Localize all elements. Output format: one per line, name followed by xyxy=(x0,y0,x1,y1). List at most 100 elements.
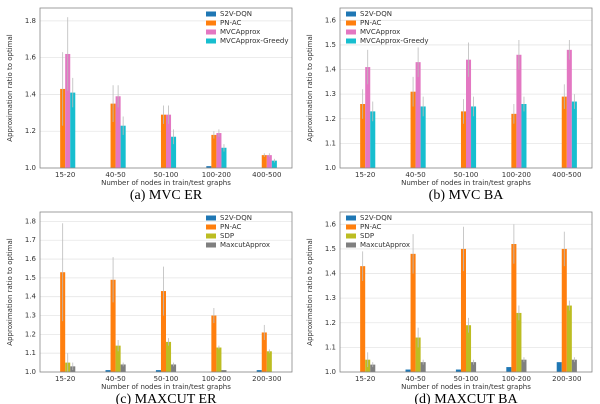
legend-label: PN-AC xyxy=(360,223,381,231)
bar xyxy=(511,244,517,372)
bar xyxy=(571,359,577,372)
x-axis-label: Number of nodes in train/test graphs xyxy=(101,179,231,187)
bar xyxy=(115,345,121,372)
y-tick-label: 1.2 xyxy=(25,127,36,135)
x-tick-label: 100-200 xyxy=(502,171,531,179)
bar xyxy=(370,111,376,168)
bar xyxy=(365,67,371,168)
y-tick-label: 1.4 xyxy=(325,66,337,74)
legend-swatch xyxy=(206,38,216,44)
legend-label: S2V-DQN xyxy=(220,214,252,222)
bar xyxy=(221,147,227,168)
y-tick-label: 1.3 xyxy=(325,294,336,302)
y-tick-label: 1.6 xyxy=(25,255,37,263)
bar xyxy=(266,155,272,168)
legend-label: MVCApprox-Greedy xyxy=(220,37,288,45)
bar xyxy=(211,134,217,168)
y-tick-label: 1.2 xyxy=(25,330,36,338)
legend-label: S2V-DQN xyxy=(220,10,252,18)
bar xyxy=(511,113,517,168)
legend-label: MaxcutApprox xyxy=(360,241,410,249)
y-axis-label: Approximation ratio to optimal xyxy=(6,238,14,345)
x-tick-label: 100-200 xyxy=(202,375,231,383)
bar xyxy=(221,370,227,372)
legend-swatch xyxy=(346,38,356,44)
bar xyxy=(271,160,277,168)
x-axis-label: Number of nodes in train/test graphs xyxy=(401,383,531,391)
bar xyxy=(216,133,222,168)
bar xyxy=(420,362,426,372)
x-tick-label: 40-50 xyxy=(105,375,125,383)
legend-swatch xyxy=(206,233,216,239)
caption: (c) MAXCUT ER xyxy=(116,392,218,404)
bar xyxy=(455,369,461,372)
legend-swatch xyxy=(346,11,356,17)
bar xyxy=(60,272,66,372)
bar xyxy=(70,92,76,168)
legend-label: SDP xyxy=(360,232,374,240)
bar xyxy=(561,96,567,168)
bar xyxy=(566,49,572,168)
y-tick-label: 1.7 xyxy=(25,236,36,244)
x-axis-label: Number of nodes in train/test graphs xyxy=(101,383,231,391)
bar xyxy=(160,291,166,372)
y-tick-label: 1.0 xyxy=(25,164,36,172)
legend-swatch xyxy=(206,224,216,230)
legend-label: MaxcutApprox xyxy=(220,241,270,249)
y-tick-label: 1.0 xyxy=(325,368,336,376)
bar xyxy=(65,53,71,168)
x-tick-label: 100-200 xyxy=(202,171,231,179)
legend-label: PN-AC xyxy=(360,19,381,27)
axes-frame xyxy=(39,7,293,169)
bar xyxy=(115,96,121,168)
bar xyxy=(506,367,512,372)
x-tick-label: 200-300 xyxy=(252,375,281,383)
y-tick-label: 1.5 xyxy=(325,41,336,49)
legend-label: SDP xyxy=(220,232,234,240)
x-tick-label: 400-500 xyxy=(252,171,281,179)
legend-label: MVCApprox xyxy=(360,28,400,36)
caption: (d) MAXCUT BA xyxy=(414,392,518,404)
x-tick-label: 50-100 xyxy=(154,171,179,179)
y-tick-label: 1.6 xyxy=(325,220,337,228)
legend-label: MVCApprox-Greedy xyxy=(360,37,428,45)
bar xyxy=(410,91,416,168)
y-tick-label: 1.3 xyxy=(325,90,336,98)
y-tick-label: 1.4 xyxy=(25,90,37,98)
axes-frame xyxy=(339,211,593,373)
bar xyxy=(471,362,477,372)
bar xyxy=(460,248,466,372)
bar xyxy=(261,155,267,168)
bar xyxy=(415,62,421,168)
x-tick-label: 100-200 xyxy=(502,375,531,383)
bar xyxy=(160,114,166,168)
bar xyxy=(420,106,426,168)
y-tick-label: 1.6 xyxy=(25,54,37,62)
bar xyxy=(256,370,262,372)
legend-swatch xyxy=(206,242,216,248)
legend-swatch xyxy=(206,11,216,17)
x-tick-label: 15-20 xyxy=(355,171,375,179)
bar xyxy=(516,312,522,372)
y-tick-label: 1.1 xyxy=(325,343,336,351)
bar xyxy=(466,325,472,372)
bar xyxy=(566,305,572,372)
y-axis-label: Approximation ratio to optimal xyxy=(6,34,14,141)
legend-swatch xyxy=(206,215,216,221)
y-tick-label: 1.2 xyxy=(325,319,336,327)
axes-frame xyxy=(39,211,293,373)
bar xyxy=(155,370,161,372)
x-tick-label: 200-300 xyxy=(552,375,581,383)
bar xyxy=(556,362,562,372)
y-axis-label: Approximation ratio to optimal xyxy=(306,34,314,141)
bar xyxy=(360,104,366,168)
bar xyxy=(521,359,527,372)
bar xyxy=(120,125,126,168)
legend-swatch xyxy=(346,233,356,239)
caption: (b) MVC BA xyxy=(429,188,505,203)
y-tick-label: 1.5 xyxy=(325,245,336,253)
bar xyxy=(410,253,416,372)
x-tick-label: 15-20 xyxy=(355,375,375,383)
y-tick-label: 1.4 xyxy=(325,270,337,278)
